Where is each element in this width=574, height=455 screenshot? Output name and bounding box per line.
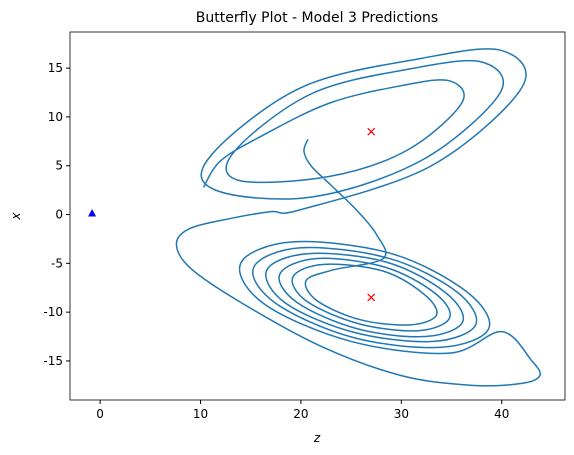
y-tick-label: 5 (55, 159, 63, 173)
y-tick-label: -5 (51, 256, 63, 270)
start-marker (88, 209, 97, 217)
chart-title: Butterfly Plot - Model 3 Predictions (196, 10, 438, 26)
y-tick-label: -10 (43, 305, 63, 319)
y-tick-label: 10 (48, 110, 63, 124)
trajectory-line (175, 48, 542, 387)
x-tick-label: 10 (193, 407, 208, 421)
x-tick-label: 30 (394, 407, 409, 421)
fixed-point-marker (367, 127, 376, 136)
x-tick-label: 20 (293, 407, 308, 421)
fixed-point-marker (367, 293, 376, 302)
plot-frame (69, 31, 566, 401)
y-axis-label: x (9, 212, 23, 221)
x-axis-label: z (313, 431, 321, 445)
y-tick-label: 15 (48, 61, 63, 75)
x-tick-label: 0 (96, 407, 104, 421)
y-tick-label: 0 (55, 208, 63, 222)
x-tick-label: 40 (494, 407, 509, 421)
y-tick-label: -15 (43, 354, 63, 368)
